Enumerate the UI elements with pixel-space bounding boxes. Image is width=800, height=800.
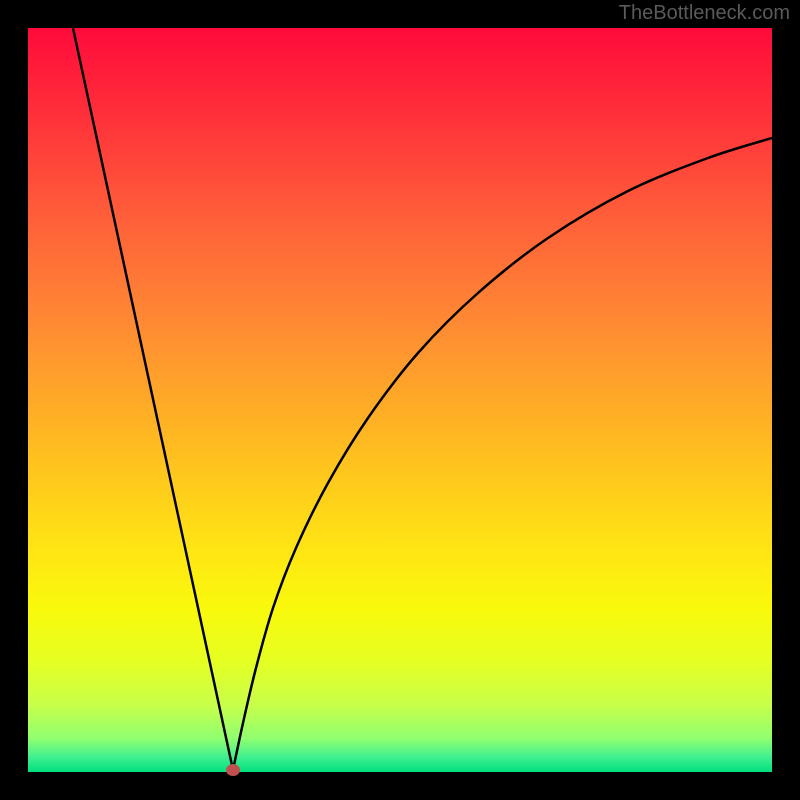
bottleneck-curve bbox=[28, 28, 772, 772]
watermark-text: TheBottleneck.com bbox=[619, 2, 790, 25]
plot-area bbox=[28, 28, 772, 772]
minimum-marker bbox=[226, 764, 240, 776]
chart-container: TheBottleneck.com bbox=[0, 0, 800, 800]
